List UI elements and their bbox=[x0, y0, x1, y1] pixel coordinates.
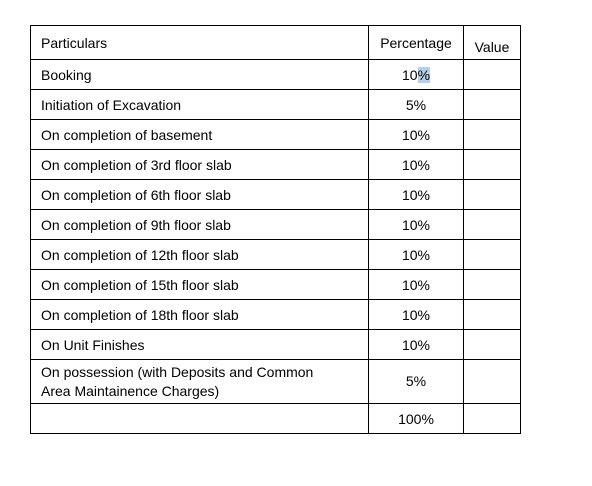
header-percentage: Percentage bbox=[368, 25, 464, 60]
particulars-cell: On Unit Finishes bbox=[30, 329, 369, 360]
value-cell bbox=[463, 149, 521, 180]
header-particulars: Particulars bbox=[30, 25, 369, 60]
value-cell bbox=[463, 119, 521, 150]
value-cell bbox=[463, 299, 521, 330]
table-row: Initiation of Excavation 5% bbox=[30, 89, 521, 120]
value-cell bbox=[463, 209, 521, 240]
percentage-cell: 10% bbox=[368, 329, 464, 360]
table-row: Booking 10% bbox=[30, 59, 521, 90]
table-row: On Unit Finishes 10% bbox=[30, 329, 521, 360]
table-row: On completion of 18th floor slab 10% bbox=[30, 299, 521, 330]
particulars-cell: On completion of basement bbox=[30, 119, 369, 150]
total-percentage-cell: 100% bbox=[368, 403, 464, 434]
table-row: On possession (with Deposits and Common A… bbox=[30, 359, 521, 404]
percentage-cell: 10% bbox=[368, 179, 464, 210]
value-cell bbox=[463, 359, 521, 404]
table-row: On completion of 12th floor slab 10% bbox=[30, 239, 521, 270]
percentage-cell: 10% bbox=[368, 269, 464, 300]
value-cell bbox=[463, 329, 521, 360]
particulars-cell: On completion of 18th floor slab bbox=[30, 299, 369, 330]
percentage-cell: 10% bbox=[368, 149, 464, 180]
payment-schedule-table: Particulars Percentage Value Booking 10%… bbox=[30, 25, 521, 434]
value-cell bbox=[463, 59, 521, 90]
header-row: Particulars Percentage Value bbox=[30, 25, 521, 60]
percentage-cell: 10% bbox=[368, 119, 464, 150]
percentage-cell: 10% bbox=[368, 299, 464, 330]
percentage-cell: 10% bbox=[368, 209, 464, 240]
percentage-cell: 5% bbox=[368, 89, 464, 120]
text-selection-highlight: % bbox=[417, 66, 431, 83]
total-particulars-cell bbox=[30, 403, 369, 434]
particulars-line-2: Area Maintainence Charges) bbox=[41, 382, 220, 399]
particulars-cell: On completion of 15th floor slab bbox=[30, 269, 369, 300]
table-row: On completion of 3rd floor slab 10% bbox=[30, 149, 521, 180]
table-row: On completion of basement 10% bbox=[30, 119, 521, 150]
particulars-cell: Booking bbox=[30, 59, 369, 90]
value-cell bbox=[463, 269, 521, 300]
total-value-cell bbox=[463, 403, 521, 434]
percentage-cell: 10% bbox=[368, 59, 464, 90]
value-cell bbox=[463, 239, 521, 270]
table-row: On completion of 15th floor slab 10% bbox=[30, 269, 521, 300]
particulars-cell: On completion of 12th floor slab bbox=[30, 239, 369, 270]
percentage-cell: 5% bbox=[368, 359, 464, 404]
particulars-cell: Initiation of Excavation bbox=[30, 89, 369, 120]
value-cell bbox=[463, 89, 521, 120]
particulars-cell: On completion of 9th floor slab bbox=[30, 209, 369, 240]
header-value: Value bbox=[463, 25, 521, 60]
total-row: 100% bbox=[30, 403, 521, 434]
particulars-cell: On possession (with Deposits and Common A… bbox=[30, 359, 369, 404]
table-row: On completion of 6th floor slab 10% bbox=[30, 179, 521, 210]
particulars-cell: On completion of 3rd floor slab bbox=[30, 149, 369, 180]
table-row: On completion of 9th floor slab 10% bbox=[30, 209, 521, 240]
percentage-text: 10 bbox=[401, 66, 418, 83]
particulars-line-1: On possession (with Deposits and Common bbox=[41, 363, 314, 380]
percentage-cell: 10% bbox=[368, 239, 464, 270]
value-cell bbox=[463, 179, 521, 210]
particulars-cell: On completion of 6th floor slab bbox=[30, 179, 369, 210]
